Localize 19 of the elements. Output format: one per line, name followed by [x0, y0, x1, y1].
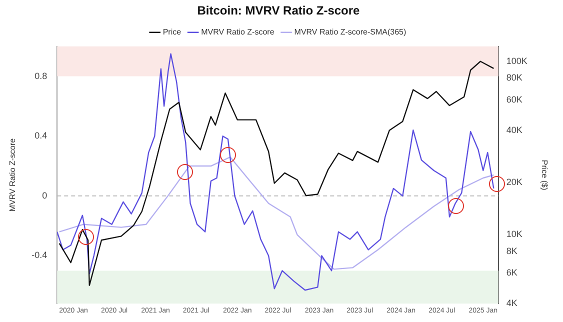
y2-tick-label: 40K: [506, 124, 522, 135]
y-tick-label: 0: [42, 190, 48, 200]
legend-label: MVRV Ratio Z-score: [201, 28, 275, 37]
y-axis-title: MVRV Ratio Z-score: [8, 138, 18, 212]
y2-axis-title: Price ($): [540, 160, 549, 190]
y2-tick-label: 80K: [506, 72, 522, 83]
y-tick-label: -0.4: [32, 250, 48, 260]
y2-tick-label: 60K: [506, 94, 522, 104]
y2-tick-label: 8K: [506, 246, 518, 256]
y2-tick-label: 20K: [506, 176, 522, 187]
y2-tick-label: 4K: [506, 298, 518, 308]
chart-title: Bitcoin: MVRV Ratio Z-score: [197, 4, 360, 18]
legend-label: MVRV Ratio Z-score-SMA(365): [294, 28, 406, 37]
y2-tick-label: 100K: [506, 56, 528, 66]
y-tick-label: 0.8: [34, 70, 48, 81]
y2-tick-label: 6K: [506, 268, 518, 278]
y2-tick-label: 10K: [506, 229, 522, 240]
legend-label: Price: [162, 28, 182, 37]
y-tick-label: 0.4: [34, 130, 48, 141]
